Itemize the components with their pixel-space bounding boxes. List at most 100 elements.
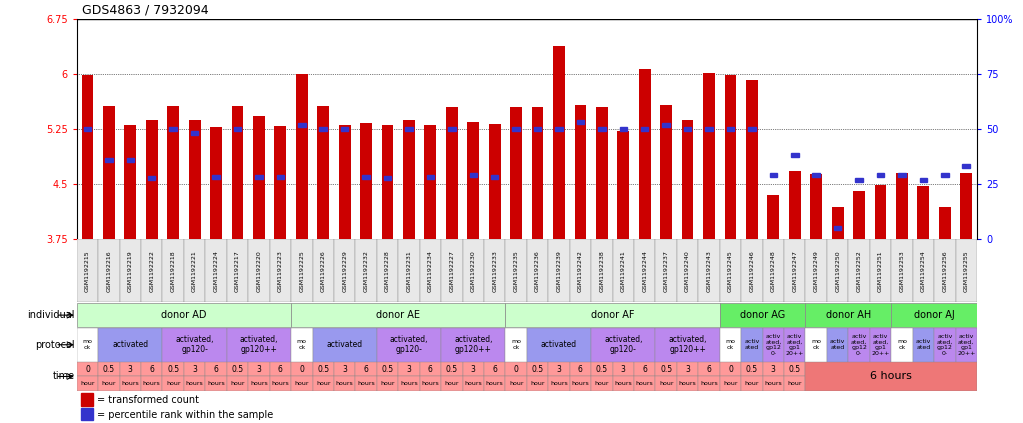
Bar <box>853 191 865 239</box>
Bar <box>127 158 134 162</box>
Text: GSM1192234: GSM1192234 <box>428 250 433 291</box>
Text: hours: hours <box>208 382 225 386</box>
Bar <box>274 126 286 239</box>
Bar <box>84 127 91 131</box>
Bar <box>468 122 479 239</box>
Bar <box>784 328 805 362</box>
Bar <box>742 362 762 376</box>
Bar <box>441 239 462 302</box>
Bar <box>489 124 500 239</box>
Text: activ
ated,
gp1
20++: activ ated, gp1 20++ <box>786 334 804 356</box>
Bar <box>317 106 329 239</box>
Bar <box>98 328 163 362</box>
Bar <box>77 239 98 302</box>
Bar <box>742 376 762 391</box>
Text: donor AD: donor AD <box>162 310 207 320</box>
Bar <box>425 125 436 239</box>
Text: hour: hour <box>101 382 117 386</box>
Text: hour: hour <box>788 382 802 386</box>
Text: GSM1192216: GSM1192216 <box>106 250 112 291</box>
Bar <box>505 362 527 376</box>
Text: activated,
gp120-: activated, gp120- <box>175 335 214 354</box>
Bar <box>233 127 241 131</box>
Text: activ
ated,
gp12
0-: activ ated, gp12 0- <box>937 334 953 356</box>
Text: GSM1192228: GSM1192228 <box>385 250 390 291</box>
Bar <box>720 328 742 362</box>
Text: 6: 6 <box>642 365 648 374</box>
Bar <box>270 239 292 302</box>
Bar <box>870 239 891 302</box>
Text: 0.5: 0.5 <box>446 365 458 374</box>
Bar <box>255 175 263 179</box>
Text: GSM1192241: GSM1192241 <box>621 250 626 291</box>
Bar <box>791 153 799 157</box>
Bar <box>805 328 827 362</box>
Text: hour: hour <box>723 382 738 386</box>
Bar <box>742 239 762 302</box>
Text: activated: activated <box>326 340 363 349</box>
Bar <box>427 175 434 179</box>
Bar <box>355 376 376 391</box>
Text: hour: hour <box>80 382 95 386</box>
Bar <box>683 127 692 131</box>
Bar <box>249 376 270 391</box>
Bar <box>613 376 634 391</box>
Bar <box>376 328 441 362</box>
Bar <box>660 105 672 239</box>
Text: 3: 3 <box>771 365 775 374</box>
Bar <box>634 362 656 376</box>
Bar <box>398 376 419 391</box>
Text: hour: hour <box>445 382 459 386</box>
Bar <box>699 376 720 391</box>
Bar <box>618 131 629 239</box>
Text: donor AE: donor AE <box>376 310 420 320</box>
Bar <box>384 176 391 180</box>
Text: GSM1192255: GSM1192255 <box>964 250 969 291</box>
Text: hour: hour <box>230 382 244 386</box>
Bar <box>141 239 163 302</box>
Bar <box>703 73 715 239</box>
Bar <box>746 80 758 239</box>
Bar <box>789 171 801 239</box>
Bar <box>227 376 249 391</box>
Bar <box>292 328 312 362</box>
Text: hours: hours <box>678 382 697 386</box>
Text: hour: hour <box>745 382 759 386</box>
Bar <box>677 376 699 391</box>
Text: donor AJ: donor AJ <box>914 310 954 320</box>
Bar <box>918 186 929 239</box>
Bar <box>82 75 93 239</box>
Bar <box>148 176 155 180</box>
Bar <box>120 376 141 391</box>
Text: mo
ck: mo ck <box>811 339 821 350</box>
Bar <box>376 376 398 391</box>
Bar <box>699 362 720 376</box>
Bar <box>184 376 206 391</box>
Bar <box>591 328 656 362</box>
Bar <box>762 376 784 391</box>
Bar <box>848 328 870 362</box>
Bar <box>77 303 292 327</box>
Bar <box>913 328 934 362</box>
Text: time: time <box>52 371 75 382</box>
Bar <box>446 107 457 239</box>
Bar <box>677 362 699 376</box>
Bar <box>448 127 455 131</box>
Bar <box>898 173 905 177</box>
Bar <box>681 120 694 239</box>
Bar <box>527 239 548 302</box>
Text: GSM1192253: GSM1192253 <box>899 250 904 291</box>
Text: mo
ck: mo ck <box>297 339 307 350</box>
Bar <box>355 239 376 302</box>
Text: 0.5: 0.5 <box>103 365 115 374</box>
Text: mo
ck: mo ck <box>897 339 907 350</box>
Text: activ
ated: activ ated <box>916 339 931 350</box>
Bar <box>891 328 913 362</box>
Bar <box>441 376 462 391</box>
Bar <box>848 239 870 302</box>
Text: GSM1192249: GSM1192249 <box>813 250 818 291</box>
Bar <box>184 362 206 376</box>
Bar <box>720 303 805 327</box>
Text: 0.5: 0.5 <box>167 365 179 374</box>
Bar <box>227 239 249 302</box>
